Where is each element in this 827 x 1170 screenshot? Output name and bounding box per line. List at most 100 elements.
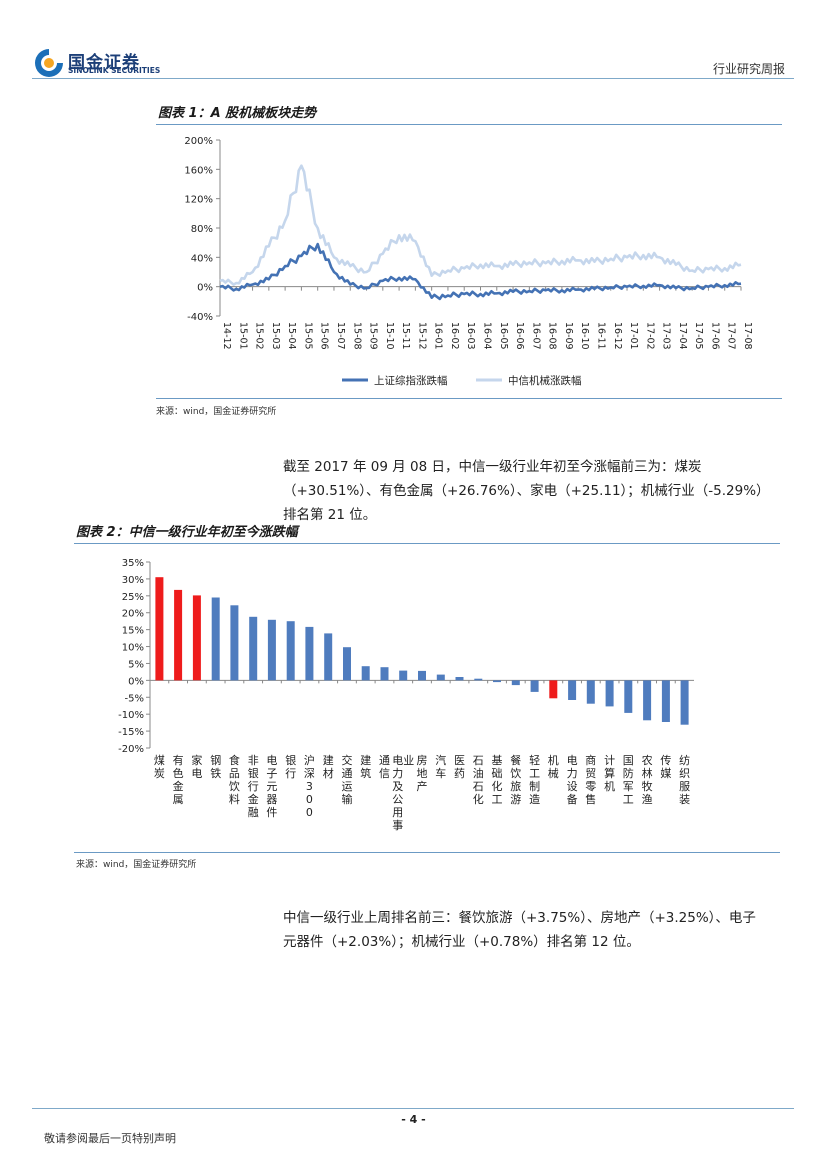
y-tick-label: 35%: [122, 558, 144, 569]
category-label: 电力及公用事业: [392, 754, 414, 832]
category-label: 家电: [191, 753, 202, 780]
x-tick-label: 17-07: [726, 322, 737, 350]
paragraph-line: 元器件（+2.03%）；机械行业（+0.78%）排名第 12 位。: [283, 934, 640, 950]
footer-divider: [32, 1108, 794, 1109]
series-line: [219, 164, 742, 286]
y-tick-label: 30%: [122, 575, 144, 586]
paragraph-line: 截至 2017 年 09 月 08 日，中信一级行业年初至今涨幅前三为：煤炭: [283, 459, 702, 475]
y-tick-label: 40%: [191, 253, 213, 264]
bar: [380, 667, 389, 681]
x-tick-label: 15-02: [254, 322, 265, 350]
category-label: 沪深 3 0 0: [304, 753, 315, 819]
bar: [399, 670, 408, 681]
y-tick-label: -5%: [125, 693, 144, 704]
y-tick-label: 0%: [128, 676, 144, 687]
category-label: 通信: [379, 754, 390, 780]
bar: [586, 680, 595, 704]
y-tick-label: 20%: [122, 609, 144, 620]
category-label: 电子元器件: [266, 754, 277, 819]
bar: [192, 595, 201, 681]
bar: [624, 680, 633, 713]
x-tick-label: 15-01: [237, 322, 248, 350]
y-tick-label: -10%: [118, 710, 144, 721]
category-label: 计算机: [604, 754, 615, 793]
category-label: 商贸零售: [585, 753, 596, 806]
x-tick-label: 15-07: [335, 322, 346, 350]
bar: [286, 621, 295, 681]
figure2-title: 图表 2：中信一级行业年初至今涨跌幅: [76, 525, 298, 540]
bar: [680, 680, 689, 725]
category-label: 建筑: [360, 753, 371, 780]
x-tick-label: 16-01: [433, 322, 444, 350]
x-tick-label: 16-05: [498, 322, 509, 350]
figure1-line-chart: 200% 160% 120% 80% 40% 0% -40% 14-12 15-01 15-02 1…: [184, 136, 753, 387]
bar: [568, 680, 577, 700]
bar: [361, 666, 370, 681]
x-tick-label: 16-02: [449, 322, 460, 350]
bar: [605, 680, 614, 707]
y-tick-label: -20%: [118, 744, 144, 755]
paragraph-ytd-summary: 截至 2017 年 09 月 08 日，中信一级行业年初至今涨幅前三为：煤炭 （…: [283, 455, 783, 527]
y-tick-label: 0%: [197, 283, 213, 294]
bar: [267, 619, 276, 681]
category-label: 有色金属: [173, 753, 184, 806]
x-tick-label: 15-05: [302, 322, 313, 350]
x-tick-label: 16-04: [482, 322, 493, 350]
figure2-source: 来源：wind，国金证券研究所: [76, 860, 197, 870]
figure1-source: 来源：wind，国金证券研究所: [156, 407, 277, 417]
category-label: 银行: [285, 753, 296, 780]
y-tick-label: 120%: [184, 195, 213, 206]
y-tick-label: 200%: [184, 136, 213, 147]
bar: [305, 626, 314, 681]
logo-english-name: SINOLINK SECURITIES: [68, 66, 161, 75]
category-label: 煤炭: [154, 754, 165, 780]
header-divider: [32, 78, 794, 79]
x-tick-label: 16-09: [563, 322, 574, 350]
x-tick-label: 16-11: [595, 322, 606, 350]
bar: [174, 589, 183, 681]
x-tick-label: 16-06: [514, 322, 525, 350]
bar: [530, 680, 539, 692]
category-label: 建材: [323, 753, 334, 780]
category-label: 非银行金融: [248, 754, 259, 819]
bar: [661, 680, 670, 722]
x-tick-label: 16-03: [465, 322, 476, 350]
y-tick-label: 10%: [122, 643, 144, 654]
x-tick-label: 17-06: [709, 322, 720, 350]
x-tick-label: 15-04: [286, 322, 297, 350]
y-tick-label: 160%: [184, 165, 213, 176]
category-label: 基础化工: [492, 754, 503, 806]
category-label: 汽车: [435, 753, 446, 780]
page-number: - 4 -: [401, 1113, 426, 1126]
bar: [418, 670, 426, 681]
bar: [549, 680, 558, 699]
figure1-title: 图表 1：A 股机械板块走势: [158, 106, 317, 121]
x-tick-label: 16-08: [547, 322, 558, 350]
category-label: 农林牧渔: [642, 753, 653, 806]
bar: [249, 616, 258, 681]
bar: [643, 680, 652, 721]
x-tick-label: 15-09: [368, 322, 379, 350]
x-tick-label: 15-12: [416, 322, 427, 350]
report-type-label: 行业研究周报: [712, 62, 785, 76]
bar: [474, 678, 483, 681]
category-label: 石油石化: [473, 754, 484, 806]
company-logo-icon: [35, 48, 64, 77]
x-tick-label: 17-05: [693, 322, 704, 350]
bar: [230, 605, 239, 681]
legend-label: 上证综指涨跌幅: [374, 374, 448, 387]
category-label: 医药: [454, 754, 465, 780]
x-tick-label: 15-08: [351, 322, 362, 350]
y-tick-label: 15%: [122, 626, 144, 637]
x-tick-label: 15-10: [384, 322, 395, 350]
footer-disclaimer: 敬请参阅最后一页特别声明: [44, 1132, 176, 1145]
y-tick-label: 80%: [191, 224, 213, 235]
figure2-bar-chart: 35% 30% 25% 20% 15% 10% 5% 0% -5% -10% -15% -20% 煤炭有…: [118, 558, 694, 832]
category-label: 钢铁: [210, 754, 221, 780]
bar: [211, 597, 220, 681]
x-tick-label: 17-01: [628, 322, 639, 350]
x-tick-label: 17-08: [742, 322, 753, 350]
x-tick-label: 16-07: [530, 322, 541, 350]
x-tick-label: 14-12: [221, 322, 232, 350]
bar: [343, 647, 351, 681]
